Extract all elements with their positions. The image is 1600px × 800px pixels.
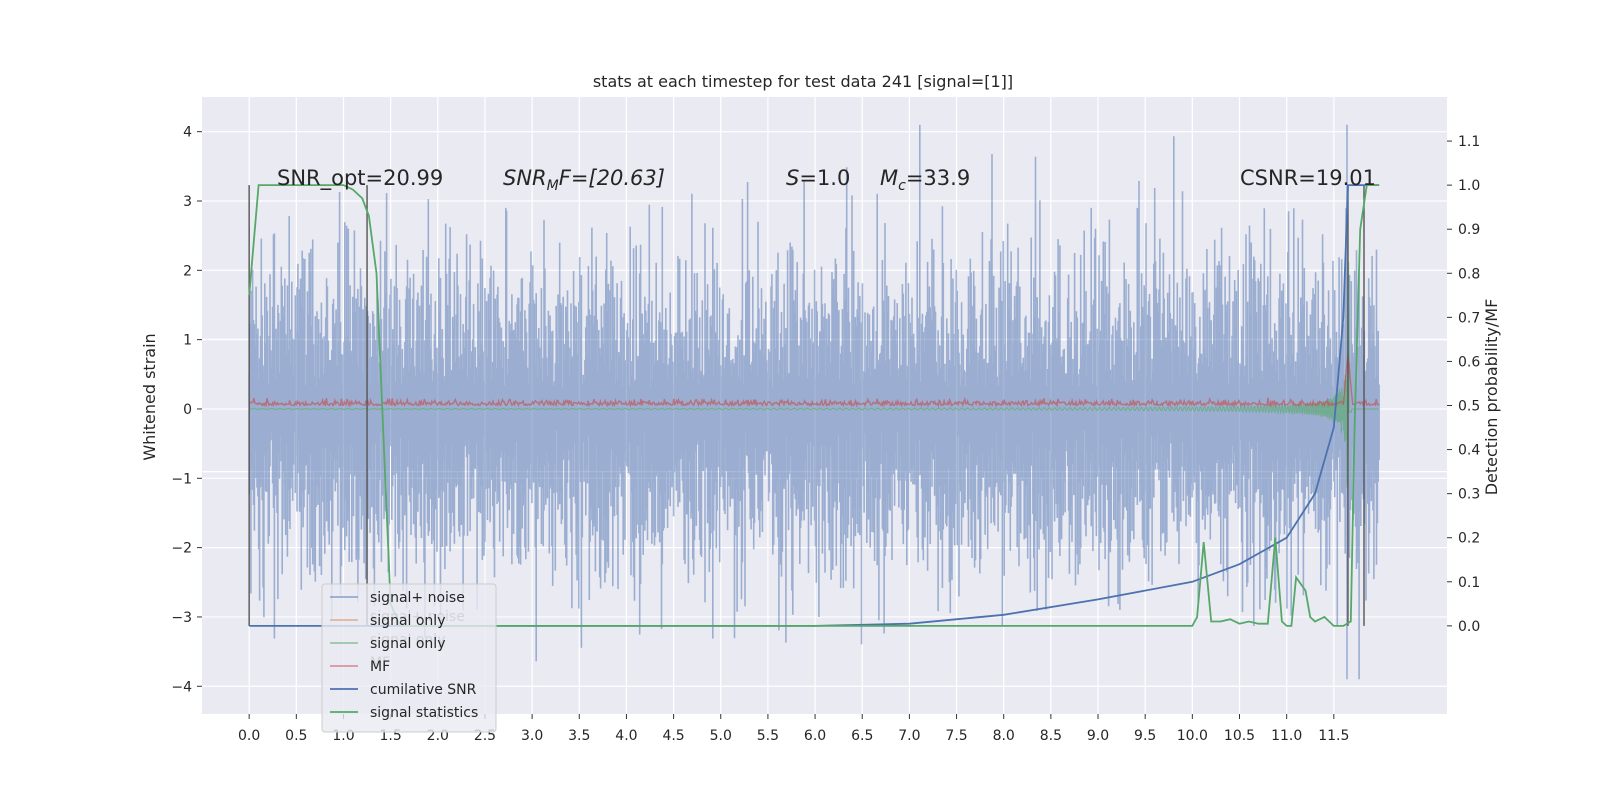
cumulative-snr-line bbox=[249, 184, 1380, 627]
mc-rest: =33.9 bbox=[906, 166, 970, 190]
x-tick-label: 0.5 bbox=[285, 728, 307, 744]
x-tick-label: 9.5 bbox=[1134, 728, 1156, 744]
legend-box bbox=[321, 583, 497, 733]
legend-label: cumilative SNR bbox=[370, 682, 477, 698]
x-tick-label: 0.0 bbox=[238, 728, 260, 744]
mf-series bbox=[248, 353, 1380, 409]
x-tick-label: 7.5 bbox=[945, 728, 967, 744]
legend-label: signal only bbox=[370, 636, 445, 652]
mc-annotation: Mc=33.9 bbox=[880, 166, 970, 194]
y-right-tick-label: 0.4 bbox=[1458, 443, 1480, 459]
legend: signal+ noise signal only signal only MF cum… bbox=[321, 583, 497, 733]
y-left-tick-label: −2 bbox=[171, 541, 192, 557]
x-tick-label: 10.0 bbox=[1177, 728, 1208, 744]
y-right-tick-label: 1.0 bbox=[1458, 178, 1480, 194]
y-right-tick-label: 0.2 bbox=[1458, 531, 1480, 547]
y-right-tick-label: 0.0 bbox=[1458, 619, 1480, 635]
y-left-tick-label: 1 bbox=[183, 333, 192, 349]
left-y-axis-ticks: 4 3 2 1 0 −1 −2 −3 −4 bbox=[171, 125, 202, 695]
x-tick-label: 10.5 bbox=[1224, 728, 1255, 744]
right-y-axis-ticks: 1.1 1.0 0.9 0.8 0.7 0.6 0.5 0.4 0.3 0.2 0.1 0.0 bbox=[1447, 134, 1480, 635]
y-right-tick-label: 0.8 bbox=[1458, 266, 1480, 282]
signal-statistics-line bbox=[248, 184, 1380, 627]
x-tick-label: 6.0 bbox=[804, 728, 826, 744]
x-tick-label: 11.0 bbox=[1271, 728, 1302, 744]
s-math: S bbox=[786, 166, 799, 190]
y-right-tick-label: 0.3 bbox=[1458, 487, 1480, 503]
mc-sub: c bbox=[898, 178, 906, 194]
y-right-tick-label: 0.7 bbox=[1458, 310, 1480, 326]
y-right-tick-label: 1.1 bbox=[1458, 134, 1480, 150]
mc-math: M bbox=[880, 166, 898, 190]
signal-only-series bbox=[249, 261, 1380, 488]
y-left-tick-label: 0 bbox=[183, 402, 192, 418]
x-tick-label: 4.5 bbox=[662, 728, 684, 744]
x-tick-label: 8.5 bbox=[1040, 728, 1062, 744]
y-left-tick-label: 3 bbox=[183, 194, 192, 210]
chart-title: stats at each timestep for test data 241… bbox=[593, 72, 1013, 91]
legend-label: signal statistics bbox=[370, 705, 478, 721]
y-left-tick-label: 4 bbox=[183, 125, 192, 141]
mf-line bbox=[248, 353, 1380, 409]
y-left-tick-label: 2 bbox=[183, 263, 192, 279]
y-right-tick-label: 0.1 bbox=[1458, 575, 1480, 591]
y-left-tick-label: −4 bbox=[171, 679, 192, 695]
signal-only-line bbox=[249, 261, 1380, 488]
x-tick-label: 11.5 bbox=[1318, 728, 1349, 744]
y-right-tick-label: 0.6 bbox=[1458, 354, 1480, 370]
snr-mf-rest: F=[20.63] bbox=[559, 166, 665, 190]
x-tick-label: 4.0 bbox=[615, 728, 637, 744]
x-tick-label: 3.5 bbox=[568, 728, 590, 744]
y-left-tick-label: −3 bbox=[171, 610, 192, 626]
x-tick-label: 9.0 bbox=[1087, 728, 1109, 744]
legend-label: MF bbox=[370, 659, 390, 675]
left-y-axis-label: Whitened strain bbox=[140, 333, 159, 460]
x-tick-label: 5.5 bbox=[757, 728, 779, 744]
x-tick-label: 7.0 bbox=[898, 728, 920, 744]
legend-label: signal+ noise bbox=[370, 590, 465, 606]
snr-mf-sub: M bbox=[547, 178, 559, 194]
csnr-annotation: CSNR=19.01 bbox=[1240, 166, 1376, 190]
s-annotation: S=1.0 bbox=[786, 166, 850, 190]
snr-mf-math: SNR bbox=[503, 166, 547, 190]
x-tick-label: 5.0 bbox=[710, 728, 732, 744]
x-tick-label: 3.0 bbox=[521, 728, 543, 744]
right-y-axis-label: Detection probability/MF bbox=[1482, 299, 1501, 496]
y-left-tick-label: −1 bbox=[171, 471, 192, 487]
y-right-tick-label: 0.5 bbox=[1458, 399, 1480, 415]
x-tick-label: 8.0 bbox=[993, 728, 1015, 744]
snr-mf-annotation: SNRMF=[20.63] bbox=[503, 166, 665, 194]
snr-opt-annotation: SNR_opt=20.99 bbox=[277, 166, 443, 191]
y-right-tick-label: 0.9 bbox=[1458, 222, 1480, 238]
x-tick-label: 6.5 bbox=[851, 728, 873, 744]
s-rest: =1.0 bbox=[799, 166, 850, 190]
legend-label: signal only bbox=[370, 613, 445, 629]
